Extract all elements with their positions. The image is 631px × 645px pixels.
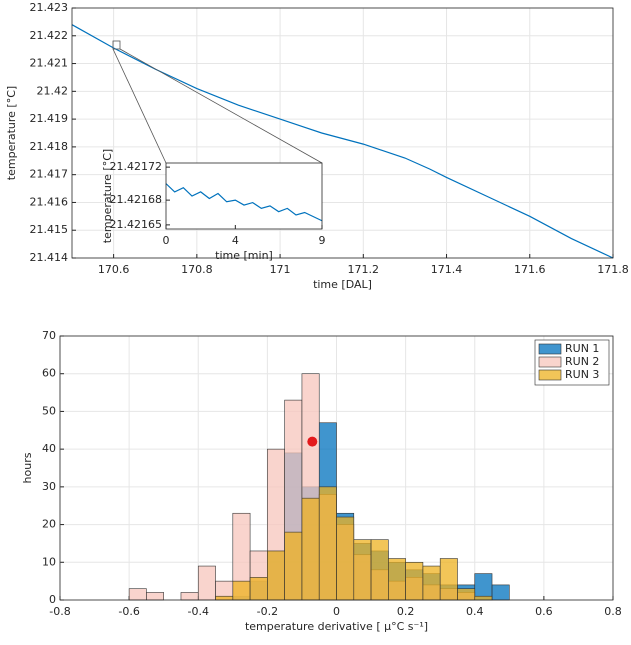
x-tick-label: 170.8: [181, 263, 213, 276]
y-axis-label: temperature [°C]: [101, 149, 114, 243]
y-tick-label: 21.414: [30, 251, 69, 264]
histogram-bar: [180, 592, 199, 601]
x-axis-label: time [min]: [215, 249, 273, 262]
y-tick-label: 21.42: [37, 84, 69, 97]
histogram-bar: [370, 539, 389, 601]
y-tick-label: 60: [42, 367, 56, 380]
y-tick-label: 10: [42, 555, 56, 568]
zoom-connector: [112, 48, 167, 164]
y-tick-label: 21.418: [30, 140, 69, 153]
x-tick-label: 171.8: [597, 263, 629, 276]
legend-swatch: [538, 356, 562, 368]
x-tick-label: 0: [333, 605, 340, 618]
y-tick-label: 21.42165: [110, 218, 163, 231]
y-tick-label: 40: [42, 442, 56, 455]
y-tick-label: 21.422: [30, 29, 69, 42]
x-tick-label: -0.4: [188, 605, 209, 618]
histogram-bar: [249, 577, 268, 601]
histogram-bar: [215, 595, 234, 601]
histogram-bar: [388, 558, 406, 601]
y-axis-label: temperature [°C]: [5, 86, 18, 180]
y-tick-label: 21.415: [30, 223, 69, 236]
histogram-bar: [422, 565, 441, 601]
legend-label: RUN 1: [565, 342, 599, 355]
y-tick-label: 20: [42, 518, 56, 531]
y-axis-label: hours: [21, 452, 34, 483]
x-tick-label: 0.2: [397, 605, 415, 618]
histogram-bar: [284, 531, 303, 601]
legend-label: RUN 2: [565, 355, 599, 368]
plot-frame: [59, 335, 614, 601]
y-tick-label: 21.42168: [110, 193, 163, 206]
highlight-point: [307, 436, 318, 447]
legend-swatch: [538, 343, 562, 355]
histogram-bar: [318, 486, 337, 601]
plot-area: [166, 163, 322, 229]
histogram-bar: [405, 561, 424, 601]
x-axis-label: temperature derivative [ μ°C s⁻¹]: [245, 620, 428, 633]
legend-label: RUN 3: [565, 368, 599, 381]
y-tick-label: 50: [42, 404, 56, 417]
y-tick-label: 21.416: [30, 195, 69, 208]
zoom-connector: [119, 48, 323, 164]
histogram-bar: [146, 592, 164, 601]
y-tick-label: 70: [42, 329, 56, 342]
x-tick-label: 171: [270, 263, 291, 276]
y-tick-label: 21.423: [30, 1, 69, 14]
plot-frame: [165, 162, 323, 230]
x-tick-label: -0.6: [118, 605, 139, 618]
histogram-bar: [128, 588, 147, 601]
y-tick-label: 21.421: [30, 57, 69, 70]
y-tick-label: 21.417: [30, 168, 69, 181]
zoom-box: [112, 40, 121, 50]
histogram-bar: [457, 588, 476, 601]
y-tick-label: 21.42172: [110, 160, 163, 173]
histogram-bar: [474, 595, 493, 601]
x-tick-label: 9: [319, 234, 326, 247]
histogram-bar: [232, 580, 251, 601]
line-series: [165, 183, 323, 222]
histogram-bar: [491, 584, 510, 601]
x-tick-label: 4: [232, 234, 239, 247]
histogram-bar: [336, 516, 355, 601]
histogram-bar: [439, 558, 458, 601]
histogram-bar: [197, 565, 216, 601]
histogram-bar: [353, 539, 372, 601]
line-series: [71, 24, 614, 259]
x-tick-label: 171.6: [514, 263, 546, 276]
histogram-bar: [267, 550, 285, 601]
x-tick-label: 171.4: [431, 263, 463, 276]
y-tick-label: 0: [49, 593, 56, 606]
x-tick-label: 171.2: [348, 263, 380, 276]
x-tick-label: 170.6: [98, 263, 130, 276]
x-tick-label: -0.2: [257, 605, 278, 618]
x-tick-label: 0.4: [466, 605, 484, 618]
legend-swatch: [538, 369, 562, 381]
x-tick-label: 0: [163, 234, 170, 247]
plot-frame: [71, 7, 614, 259]
y-tick-label: 21.419: [30, 112, 69, 125]
x-axis-label: time [DAL]: [313, 278, 372, 291]
plot-area: [72, 8, 613, 258]
x-tick-label: 0.6: [535, 605, 553, 618]
y-tick-label: 30: [42, 480, 56, 493]
histogram-bar: [301, 497, 320, 601]
x-tick-label: 0.8: [604, 605, 622, 618]
x-tick-label: -0.8: [49, 605, 70, 618]
